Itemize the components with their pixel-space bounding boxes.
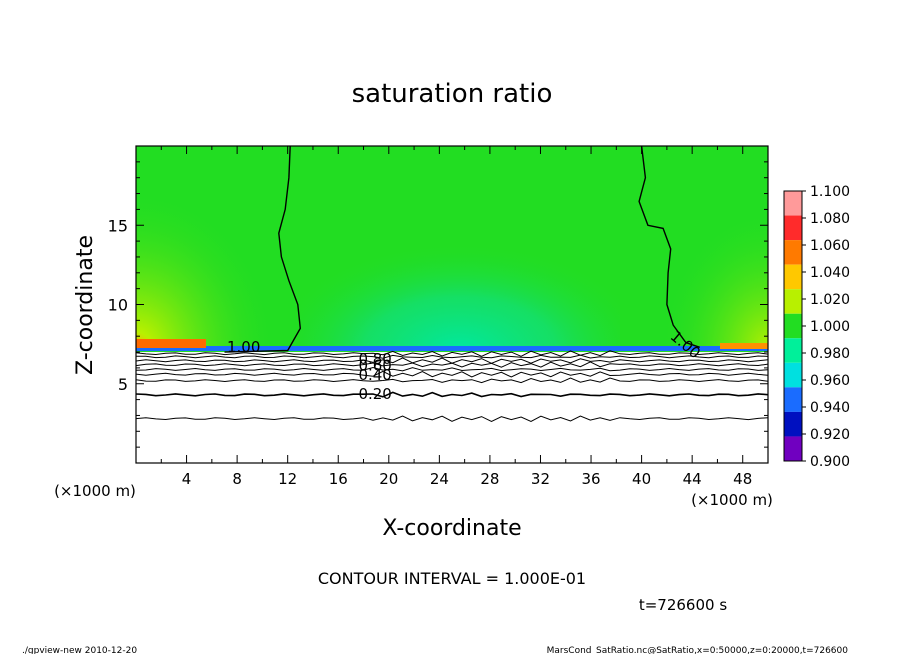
contour-line	[136, 357, 768, 364]
y-axis: 5 10 15	[108, 161, 768, 448]
contour-line-1	[638, 146, 700, 348]
colorbar-swatch	[784, 289, 802, 314]
contour-lines: 1.000.800.600.400.201.00	[136, 146, 768, 423]
x-tick-label: 20	[379, 470, 398, 488]
contour-label: 0.60	[358, 356, 391, 374]
x-tick-label: 28	[480, 470, 499, 488]
y-tick-label: 5	[118, 375, 128, 394]
y-tick-label: 15	[108, 216, 128, 235]
colorbar-label: 0.920	[810, 427, 850, 443]
colorbar-swatch	[784, 191, 802, 216]
colorbar-swatch	[784, 264, 802, 290]
contour-label: 0.80	[358, 350, 391, 368]
colorbar-label: 1.100	[810, 184, 850, 200]
layer-edge-band	[136, 346, 768, 351]
colorbar-swatch	[784, 240, 802, 265]
chart-title: saturation ratio	[352, 79, 553, 109]
x-tick-label: 36	[581, 470, 600, 488]
contour-line-1	[224, 146, 302, 353]
x-tick-label: 40	[632, 470, 651, 488]
colorbar-swatch	[784, 387, 802, 412]
colorbar-label: 0.940	[810, 400, 850, 416]
colorbar-swatch	[784, 338, 802, 363]
x-tick-label: 12	[278, 470, 297, 488]
x-tick-label: 32	[531, 470, 550, 488]
x-tick-label: 24	[430, 470, 449, 488]
colorbar-label: 1.020	[810, 292, 850, 308]
footer-right: MarsCond_SatRatio.nc@SatRatio,x=0:50000,…	[547, 646, 849, 654]
x-axis-label: X-coordinate	[382, 516, 521, 541]
contour-line	[136, 391, 768, 398]
x-tick-label: 4	[182, 470, 192, 488]
contour-line	[136, 354, 768, 359]
colorbar-swatch	[784, 313, 802, 339]
x-tick-label: 44	[683, 470, 702, 488]
colorbar-swatch	[784, 411, 802, 437]
colorbar-swatch	[784, 215, 802, 241]
layer-edge-left	[136, 339, 206, 348]
contour-line	[136, 377, 768, 384]
time-text: t=726600 s	[639, 596, 727, 614]
contour-line	[136, 370, 768, 378]
footer-left: ./gpview-new 2010-12-20	[22, 646, 137, 654]
contour-line	[136, 415, 768, 423]
contour-label: 0.40	[358, 366, 391, 384]
colorbar-label: 1.080	[810, 211, 850, 227]
colorbar-label: 0.960	[810, 373, 850, 389]
contour-label: 0.20	[358, 385, 391, 403]
y-axis-label: Z-coordinate	[73, 235, 98, 375]
colorbar-label: 0.980	[810, 346, 850, 362]
colorbar-label: 1.040	[810, 265, 850, 281]
colorbar-label: 1.060	[810, 238, 850, 254]
colorbar-swatch	[784, 362, 802, 388]
colorbar-label: 1.000	[810, 319, 850, 335]
x-tick-label: 16	[329, 470, 348, 488]
x-unit-right: (×1000 m)	[691, 491, 773, 509]
gradient-mid	[300, 170, 620, 351]
heatmap-field: 1.000.800.600.400.201.00	[136, 146, 768, 463]
gradient-left	[136, 190, 276, 351]
colorbar-label: 0.900	[810, 454, 850, 470]
contour-label: 1.00	[227, 338, 260, 356]
contour-line	[136, 366, 768, 372]
colorbar: 1.100 1.080 1.060 1.040 1.020 1.000 0.980 0.960…	[783, 184, 850, 470]
gradient-right	[660, 210, 768, 351]
contour-interval-text: CONTOUR INTERVAL = 1.000E-01	[318, 569, 586, 588]
x-unit-left: (×1000 m)	[54, 482, 136, 500]
x-axis: 4 8 12 16 20 24 28 32 36 40 44 48	[160, 146, 752, 488]
y-tick-label: 10	[108, 296, 128, 315]
x-tick-label: 8	[232, 470, 242, 488]
layer-edge-right	[720, 343, 768, 349]
contour-line	[136, 350, 768, 357]
x-tick-label: 48	[733, 470, 752, 488]
colorbar-swatch	[784, 436, 802, 461]
